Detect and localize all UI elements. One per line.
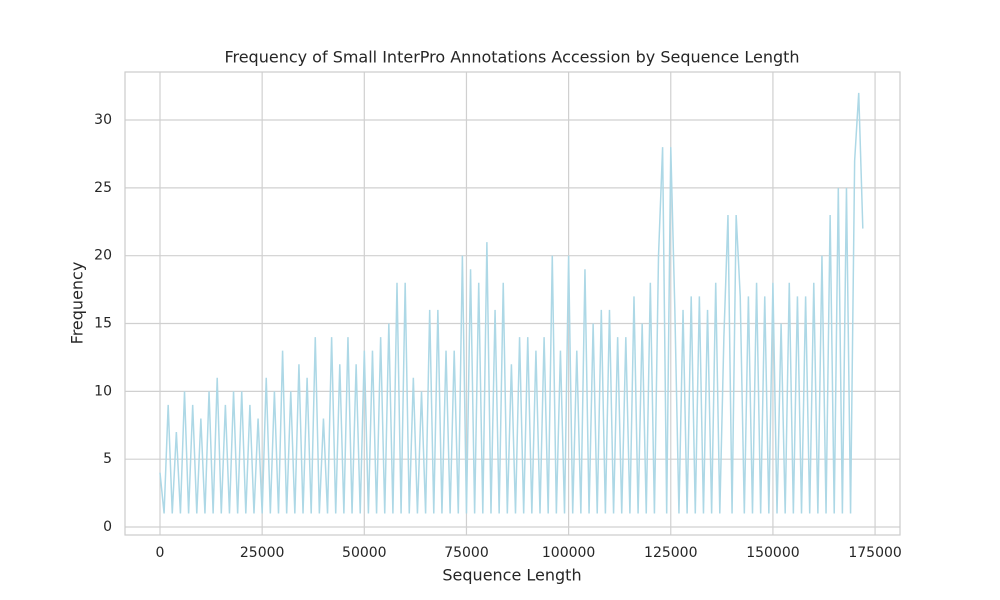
y-tick-label: 10 (94, 383, 112, 399)
x-axis-label: Sequence Length (442, 566, 581, 585)
x-tick-label: 0 (156, 545, 165, 561)
x-tick-label: 150000 (746, 545, 799, 561)
plot (159, 92, 864, 514)
x-tick-label: 75000 (444, 545, 489, 561)
x-tick-label: 25000 (240, 545, 285, 561)
y-tick-label: 15 (94, 316, 112, 332)
data-line (159, 92, 864, 514)
y-tick-label: 5 (103, 451, 112, 467)
y-tick-label: 30 (94, 112, 112, 128)
x-tick-label: 100000 (542, 545, 595, 561)
x-tick-label: 175000 (848, 545, 901, 561)
y-tick-label: 20 (94, 248, 112, 264)
x-tick-label: 50000 (342, 545, 387, 561)
x-tick-label: 125000 (644, 545, 697, 561)
chart-title: Frequency of Small InterPro Annotations … (224, 48, 799, 67)
plot-frame (124, 71, 901, 536)
y-tick-label: 0 (103, 519, 112, 535)
y-axis-label: Frequency (68, 262, 87, 345)
y-tick-label: 25 (94, 180, 112, 196)
